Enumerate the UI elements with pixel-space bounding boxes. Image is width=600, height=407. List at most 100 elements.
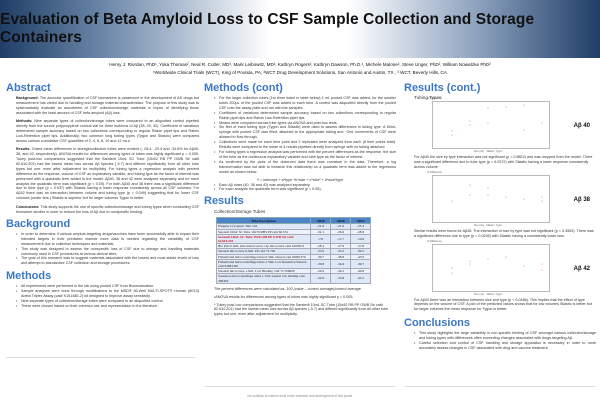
divider <box>6 357 196 358</box>
data-point-silastic: · <box>469 192 471 197</box>
conclusions-heading: Conclusions <box>404 317 471 330</box>
poster-title: Evaluation of Beta Amyloid Loss to CSF S… <box>0 11 535 46</box>
data-point-silastic: · <box>541 119 543 123</box>
conclusions-list: This study highlights the large variabil… <box>414 331 596 351</box>
scatter-plot: % Difference × × × × × × × × × · · · · · · · <box>427 240 550 292</box>
data-point-tygon: × <box>541 121 543 126</box>
abstract-methods: Methods: Nine separate types of collecti… <box>16 119 199 143</box>
scatter-plot: % Difference × × × × × × × × × · · · · · · · <box>427 171 550 223</box>
column-middle: Methods (cont) For the larger collection… <box>204 82 396 317</box>
list-item: All experiments were performed in the la… <box>16 284 199 289</box>
list-item: These were chosen based on their common … <box>16 304 199 309</box>
data-point-silastic: · <box>451 206 453 211</box>
table-row: Sarstedt 10mL SC Tube 16x79 RBS PP cat# … <box>216 228 371 235</box>
abstract-conclusions: Conclusions: This study supports the use… <box>16 204 200 214</box>
background-heading: Background <box>6 217 71 230</box>
data-point-silastic: · <box>505 119 507 123</box>
disclosure-footer: No conflicts of interest exist in the re… <box>247 394 353 398</box>
data-point-tygon: × <box>487 121 489 126</box>
anova-note: •ANOVA results for differences among typ… <box>214 294 354 299</box>
abstract-results: Results: Grand mean differences in stora… <box>16 147 199 201</box>
chart-legend: Size (mL) Silastic / Tygon <box>474 223 503 227</box>
chart-caption: For Aβ40 the size by type interaction wa… <box>414 155 593 169</box>
ab42-value: -37.8 <box>350 243 371 250</box>
data-point-silastic: · <box>451 137 453 141</box>
list-item: Collections were made for each time poin… <box>214 140 396 150</box>
data-point-tygon: × <box>541 194 543 199</box>
data-point-tygon: × <box>487 185 489 190</box>
data-point-tygon: × <box>487 257 489 262</box>
results-subheading: Collection/Storage Tubes <box>214 209 266 215</box>
data-point-silastic: · <box>469 263 471 268</box>
methods-cont-list-2: Each Aβ class (40, 38 and 42) was analyz… <box>214 183 396 193</box>
y-axis-label: % Difference <box>427 239 442 243</box>
ab38-value: -35.8 <box>330 273 351 284</box>
results-heading: Results <box>204 195 244 208</box>
table-row: Fisherbrand microcentrifuge tubes 0.5mL … <box>216 253 371 260</box>
data-point-tygon: × <box>451 128 453 133</box>
data-point-tygon: × <box>451 199 453 204</box>
list-item: This study highlights the large variabil… <box>414 331 596 341</box>
affiliations: ¹Worldwide Clinical Trials (WCT), King o… <box>153 70 447 75</box>
data-point-tygon: × <box>451 266 453 271</box>
data-point-silastic: · <box>469 128 471 132</box>
y-axis-label: % Difference <box>427 97 442 100</box>
ab40-value: -32.8 <box>310 273 331 284</box>
ab40-value: -7.0 <box>310 233 331 245</box>
ab42-value: -39.5 <box>350 248 371 255</box>
data-point-tygon: × <box>451 270 453 275</box>
data-point-silastic: · <box>487 114 489 119</box>
table-row: Sarstedt 10mL SC Tube 15x92 RB PP GWB St… <box>216 233 371 245</box>
list-item: Careful selection and control of CSF han… <box>414 341 596 351</box>
ab38-value: -34.6 <box>330 258 351 270</box>
chart-legend: Size (mL) Silastic / Tygon <box>474 292 503 296</box>
methods-list: All experiments were performed in the la… <box>16 284 199 309</box>
data-point-tygon: × <box>541 262 543 267</box>
ab40-value: -30.8 <box>310 258 331 270</box>
data-point-tygon: × <box>541 268 543 273</box>
results-cont-heading: Results (cont.) <box>404 82 481 94</box>
abstract-heading: Abstract <box>6 82 51 94</box>
tubing-chart-block: % Difference × × × × × × × × × × · · · · · · · · Size (mL) … <box>404 97 596 170</box>
data-point-silastic: · <box>523 119 525 124</box>
table-row: Sorenson microcentrifuge tubes 1.7mL nat… <box>216 273 371 284</box>
tube-description: Fisherbrand microcentrifuge tubes 0.5mL … <box>216 253 311 260</box>
data-point-silastic: · <box>523 265 525 270</box>
divider <box>404 386 596 387</box>
scatter-plot: % Difference × × × × × × × × × × · · · · · · · · <box>427 97 550 149</box>
tube-results-table: Tube Description AB40 AB38 AB42 Nalgene … <box>216 217 371 284</box>
tube-description: Sarstedt 10mL SC Tube 15x92 RB PP GWB St… <box>216 233 311 245</box>
list-item: Means were compared across tube types vi… <box>214 121 396 126</box>
data-point-silastic: · <box>451 281 453 286</box>
tubing-chart-block: % Difference × × × × × × × × × · · · · · · · Size (mL) Si… <box>404 171 596 239</box>
tube-description: Bio Plas 0.5mL siliconized screw cap mic… <box>216 243 311 250</box>
list-item: Coefficient of variations determined sam… <box>214 111 396 121</box>
data-point-tygon: × <box>523 197 525 202</box>
list-item: The goal of this research was to suggest… <box>16 256 199 266</box>
data-point-tygon: × <box>523 103 525 108</box>
data-point-silastic: · <box>469 116 471 121</box>
list-item: For each analysis the quadratic term was… <box>214 187 396 192</box>
tube-description: Sorenson microcentrifuge tubes 1.7mL nat… <box>216 273 311 284</box>
ab42-value: -40.8 <box>350 268 371 275</box>
table-row: Fisherbrand microcentrifuge tubes 1.5mL … <box>216 258 371 270</box>
list-item: For tubing types a regression analysis w… <box>214 150 396 160</box>
data-point-tygon: × <box>487 192 489 197</box>
ab42-value: -25.4 <box>350 223 371 230</box>
chart-caption: Similar results were found for Aβ38. The… <box>414 228 594 238</box>
data-point-tygon: × <box>451 133 453 138</box>
abstract-background: Background: The accurate quantification … <box>16 96 199 115</box>
data-point-silastic: · <box>487 122 489 127</box>
chart-legend: Size (mL) Silastic / Tygon <box>474 150 503 153</box>
ab42-value: -45.2 <box>350 273 371 284</box>
tube-description: Fisherbrand microcentrifuge tubes 1.5mL … <box>216 258 311 270</box>
regression-formula: Y = intercept + a*type +b*size + c*size²… <box>256 177 344 182</box>
ab42-value: -45.9 <box>350 253 371 260</box>
data-point-tygon: × <box>469 122 471 127</box>
tubing-chart-block: % Difference × × × × × × × × × · · · · · · · Size (mL) Si… <box>404 240 596 313</box>
table-row: Bio Plas 0.5mL siliconized screw cap mic… <box>216 243 371 250</box>
ab42-value: -10.6 <box>350 233 371 245</box>
background-list: In order to determine if various amyloid… <box>16 232 199 266</box>
data-point-tygon: × <box>505 104 507 109</box>
ab42-value: -39.7 <box>350 258 371 270</box>
